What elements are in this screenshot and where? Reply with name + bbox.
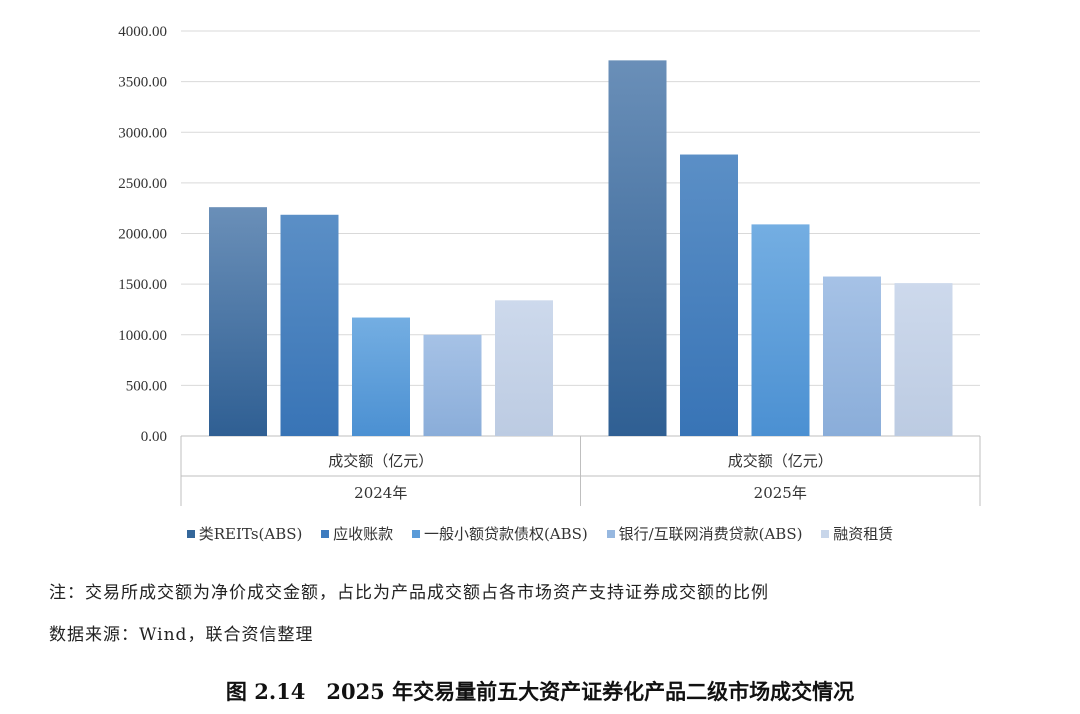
legend-swatch-reits	[186, 530, 195, 538]
legend-item-microloan: 一般小额贷款债权(ABS)	[411, 523, 588, 544]
category-label: 成交额（亿元）	[728, 452, 833, 470]
year-label: 2025年	[754, 484, 807, 502]
y-tick-label: 3500.00	[118, 75, 167, 91]
y-tick-label: 4000.00	[118, 24, 167, 40]
y-tick-label: 3000.00	[118, 125, 167, 141]
y-tick-label: 2000.00	[118, 227, 167, 243]
bar	[823, 276, 881, 436]
year-label: 2024年	[354, 484, 407, 502]
source-line: 数据来源：Wind，联合资信整理	[49, 625, 314, 645]
y-tick-label: 500.00	[126, 378, 167, 394]
legend-swatch-leasing	[821, 530, 830, 538]
legend-item-reits: 类REITs(ABS)	[186, 523, 303, 544]
chart-legend: 类REITs(ABS) 应收账款 一般小额贷款债权(ABS) 银行/互联网消费贷…	[0, 523, 1080, 544]
note-line: 注：交易所成交额为净价成交金额，占比为产品成交额占各市场资产支持证券成交额的比例	[49, 583, 769, 603]
legend-swatch-consumer-loan	[606, 530, 615, 538]
bar	[495, 300, 553, 436]
legend-item-leasing: 融资租赁	[821, 523, 893, 544]
y-tick-label: 1500.00	[118, 277, 167, 293]
bar	[751, 224, 810, 436]
y-tick-label: 0.00	[141, 429, 167, 445]
y-tick-label: 1000.00	[118, 328, 167, 344]
bar	[680, 154, 738, 436]
legend-label-consumer-loan: 银行/互联网消费贷款(ABS)	[618, 525, 803, 543]
legend-item-receivables: 应收账款	[321, 523, 393, 544]
legend-swatch-microloan	[411, 530, 420, 538]
bar	[608, 60, 667, 437]
figure-caption: 图 2.14 2025 年交易量前五大资产证券化产品二级市场成交情况	[225, 679, 855, 704]
bar	[280, 214, 339, 436]
bar	[894, 283, 953, 436]
y-tick-label: 2500.00	[118, 176, 167, 192]
legend-swatch-receivables	[321, 530, 330, 538]
legend-label-receivables: 应收账款	[333, 525, 394, 543]
bar	[209, 207, 267, 436]
bar	[352, 317, 410, 436]
legend-label-reits: 类REITs(ABS)	[198, 525, 303, 543]
category-label: 成交额（亿元）	[328, 452, 433, 470]
chart-canvas: 0.00 500.00 1000.00 1500.00 2000.00 2500.00 30…	[118, 24, 981, 506]
legend-label-microloan: 一般小额贷款债权(ABS)	[423, 525, 588, 543]
legend-item-consumer-loan: 银行/互联网消费贷款(ABS)	[606, 523, 803, 544]
bar	[423, 334, 482, 436]
legend-label-leasing: 融资租赁	[833, 525, 894, 543]
